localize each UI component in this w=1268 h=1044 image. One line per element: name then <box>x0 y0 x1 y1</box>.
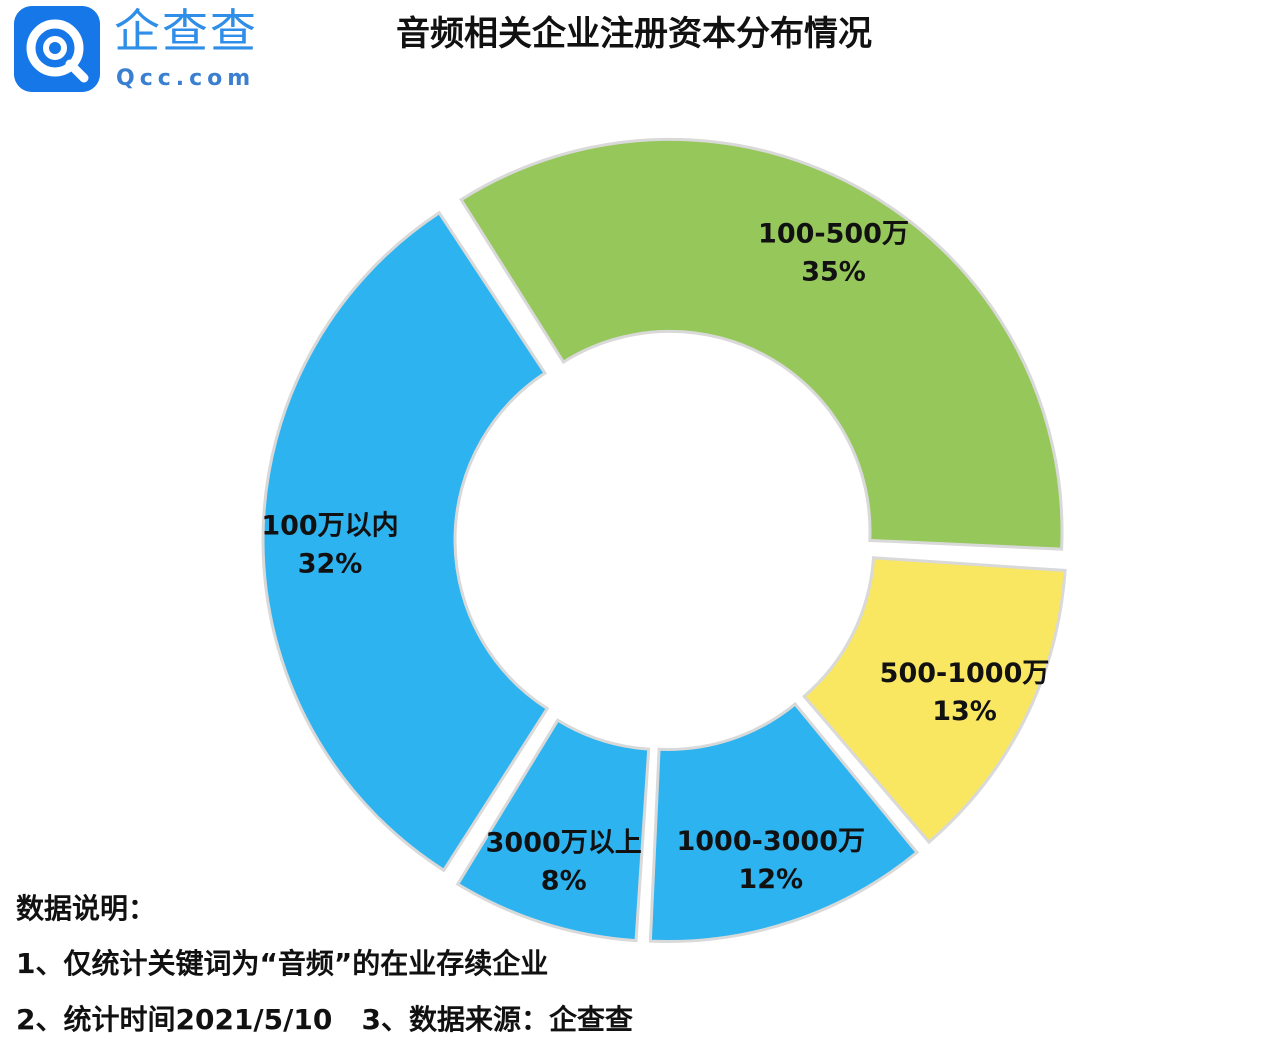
slice-value-label-3: 13% <box>932 696 997 727</box>
pie-slice-4 <box>648 701 920 943</box>
notes-heading: 数据说明： <box>16 892 157 925</box>
logo-name: 企查查 <box>114 4 258 58</box>
pie-slice-1 <box>261 210 550 873</box>
slice-category-label-3: 500-1000万 <box>880 658 1050 689</box>
slices-layer <box>261 137 1067 943</box>
notes-line-1: 1、仅统计关键词为“音频”的在业存续企业 <box>16 947 549 980</box>
labels-layer: 100万以内 32% 100-500万 35% 500-1000万 13% 1000-300… <box>261 218 1049 896</box>
chart-title: 音频相关企业注册资本分布情况 <box>396 14 872 54</box>
slice-value-label-5: 8% <box>541 865 587 896</box>
pie-slice-5 <box>455 718 651 943</box>
qcc-logo: 企查查 Qcc.com <box>14 6 264 98</box>
slice-value-label-4: 12% <box>738 864 803 895</box>
logo-domain: Qcc.com <box>116 66 256 91</box>
pie-slice-3 <box>801 556 1067 845</box>
slice-category-label-1: 100万以内 <box>261 510 398 541</box>
slice-category-label-5: 3000万以上 <box>486 827 642 858</box>
qcc-logo-mark-icon <box>14 6 100 92</box>
slice-value-label-2: 35% <box>801 256 866 287</box>
pie-slice-2 <box>459 137 1064 551</box>
slice-category-label-2: 100-500万 <box>758 218 909 249</box>
slice-category-label-4: 1000-3000万 <box>676 826 865 857</box>
slice-value-label-1: 32% <box>298 548 363 579</box>
notes-line-2: 2、统计时间2021/5/10 3、数据来源：企查查 <box>16 1003 634 1036</box>
